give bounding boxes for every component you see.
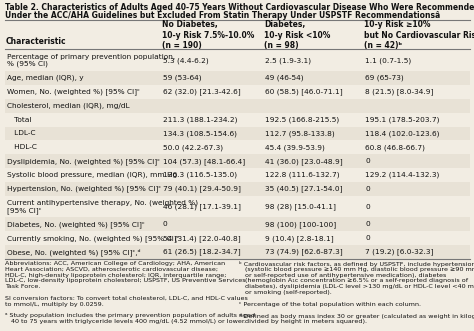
Text: 104 (57.3) [48.1-66.4]: 104 (57.3) [48.1-66.4] — [163, 158, 245, 165]
Text: 45.4 (39.9-53.9): 45.4 (39.9-53.9) — [265, 144, 325, 151]
Text: 0: 0 — [365, 221, 370, 227]
Text: 98 (100) [100-100]: 98 (100) [100-100] — [265, 221, 337, 228]
Text: Heart Association; ASCVD, atherosclerotic cardiovascular disease;: Heart Association; ASCVD, atheroscleroti… — [5, 267, 218, 272]
Text: 134.3 (108.5-154.6): 134.3 (108.5-154.6) — [163, 130, 237, 137]
Bar — [5, 71, 470, 85]
Text: (hemoglobin A₁c concentration ≥6.5% or a self-reported diagnosis of: (hemoglobin A₁c concentration ≥6.5% or a… — [239, 278, 468, 283]
Text: ᵇ Cardiovascular risk factors, as defined by USPSTF, include hypertension: ᵇ Cardiovascular risk factors, as define… — [239, 261, 474, 267]
Text: 41 (36.0) [23.0-48.9]: 41 (36.0) [23.0-48.9] — [265, 158, 343, 165]
Text: divided by height in meters squared).: divided by height in meters squared). — [239, 319, 367, 324]
Text: SI conversion factors: To convert total cholesterol, LDL-C, and HDL-C values: SI conversion factors: To convert total … — [5, 296, 248, 301]
Text: 0: 0 — [365, 186, 370, 192]
Text: 79 (40.1) [29.4-50.9]: 79 (40.1) [29.4-50.9] — [163, 186, 241, 192]
Text: 8 (21.5) [8.0-34.9]: 8 (21.5) [8.0-34.9] — [365, 88, 434, 95]
Text: Percentage of primary prevention population,
% (95% CI): Percentage of primary prevention populat… — [7, 54, 175, 67]
Text: (systolic blood pressure ≥140 mm Hg, diastolic blood pressure ≥90 mm Hg,: (systolic blood pressure ≥140 mm Hg, dia… — [239, 267, 474, 272]
Text: Obese, No. (weighted %) [95% CI]ᶜ,ᵈ: Obese, No. (weighted %) [95% CI]ᶜ,ᵈ — [7, 248, 140, 256]
Text: Dyslipidemia, No. (weighted %) [95% CI]ᶜ: Dyslipidemia, No. (weighted %) [95% CI]ᶜ — [7, 158, 160, 165]
Text: 50.0 (42.2-67.3): 50.0 (42.2-67.3) — [163, 144, 223, 151]
Bar — [5, 99, 470, 113]
Text: 9 (10.4) [2.8-18.1]: 9 (10.4) [2.8-18.1] — [265, 235, 334, 242]
Text: to mmol/L, multiply by 0.0259.: to mmol/L, multiply by 0.0259. — [5, 302, 104, 307]
Text: ᶜ Percentage of the total population within each column.: ᶜ Percentage of the total population wit… — [239, 302, 421, 307]
Text: Systolic blood pressure, median (IQR), mm Hg: Systolic blood pressure, median (IQR), m… — [7, 172, 177, 178]
Text: 122.8 (111.6-132.7): 122.8 (111.6-132.7) — [265, 172, 340, 178]
Text: 46 (28.1) [17.1-39.1]: 46 (28.1) [17.1-39.1] — [163, 203, 241, 210]
Text: 59 (53-64): 59 (53-64) — [163, 75, 201, 81]
Text: 118.4 (102.0-123.6): 118.4 (102.0-123.6) — [365, 130, 439, 137]
Text: ᵃ Study population includes the primary prevention population of adults aged: ᵃ Study population includes the primary … — [5, 313, 255, 318]
Text: Characteristic: Characteristic — [6, 36, 67, 45]
Text: ᵈ Defined as body mass index 30 or greater (calculated as weight in kilograms: ᵈ Defined as body mass index 30 or great… — [239, 313, 474, 319]
Bar — [5, 217, 470, 231]
Text: 126.3 (116.5-135.0): 126.3 (116.5-135.0) — [163, 172, 237, 178]
Text: 0: 0 — [365, 204, 370, 210]
Text: 129.2 (114.4-132.3): 129.2 (114.4-132.3) — [365, 172, 439, 178]
Text: LDL-C, low-density lipoprotein cholesterol; USPSTF, US Preventive Services: LDL-C, low-density lipoprotein cholester… — [5, 278, 246, 283]
Text: 49 (46-54): 49 (46-54) — [265, 75, 304, 81]
Text: Task Force.: Task Force. — [5, 284, 40, 289]
Text: 54 (31.4) [22.0-40.8]: 54 (31.4) [22.0-40.8] — [163, 235, 240, 242]
Text: 7 (19.2) [6.0-32.3]: 7 (19.2) [6.0-32.3] — [365, 249, 434, 256]
Text: 192.5 (166.8-215.5): 192.5 (166.8-215.5) — [265, 116, 339, 123]
Text: Under the ACC/AHA Guidelines but Excluded From Statin Therapy Under USPSTF Recom: Under the ACC/AHA Guidelines but Exclude… — [5, 12, 440, 21]
Text: Diabetes,
10-y Risk <10%
(n = 98): Diabetes, 10-y Risk <10% (n = 98) — [264, 20, 330, 50]
Text: Current antihypertensive therapy, No. (weighted %)
[95% CI]ᶜ: Current antihypertensive therapy, No. (w… — [7, 200, 198, 214]
Text: 0: 0 — [163, 221, 167, 227]
Text: 40 to 75 years with triglyceride levels 400 mg/dL (4.52 mmol/L) or lower.: 40 to 75 years with triglyceride levels … — [5, 319, 246, 324]
Text: 0: 0 — [365, 158, 370, 164]
Text: 0: 0 — [365, 235, 370, 241]
Text: 62 (32.0) [21.3-42.6]: 62 (32.0) [21.3-42.6] — [163, 88, 240, 95]
Text: Table 2. Characteristics of Adults Aged 40-75 Years Without Cardiovascular Disea: Table 2. Characteristics of Adults Aged … — [5, 4, 474, 13]
Bar — [5, 245, 470, 259]
Text: Abbreviations: ACC, American College of Cardiology; AHA, American: Abbreviations: ACC, American College of … — [5, 261, 225, 266]
Text: HDL-C, high-density lipoprotein cholesterol; IQR, interquartile range;: HDL-C, high-density lipoprotein choleste… — [5, 273, 227, 278]
Text: 112.7 (95.8-133.8): 112.7 (95.8-133.8) — [265, 130, 335, 137]
Text: Currently smoking, No. (weighted %) [95% CI]ᶜ: Currently smoking, No. (weighted %) [95%… — [7, 235, 180, 242]
Text: 2.5 (1.9-3.1): 2.5 (1.9-3.1) — [265, 57, 311, 64]
Text: Diabetes, No. (weighted %) [95% CI]ᶜ: Diabetes, No. (weighted %) [95% CI]ᶜ — [7, 221, 145, 228]
Text: 61 (26.5) [18.2-34.7]: 61 (26.5) [18.2-34.7] — [163, 249, 240, 256]
Text: 5.3 (4.4-6.2): 5.3 (4.4-6.2) — [163, 57, 209, 64]
Text: No Diabetes,
10-y Risk 7.5%-10.0%
(n = 190): No Diabetes, 10-y Risk 7.5%-10.0% (n = 1… — [162, 20, 254, 50]
Text: LDL-C: LDL-C — [7, 130, 36, 136]
Text: 73 (74.9) [62.6-87.3]: 73 (74.9) [62.6-87.3] — [265, 249, 343, 256]
Text: Hypertension, No. (weighted %) [95% CI]ᶜ: Hypertension, No. (weighted %) [95% CI]ᶜ — [7, 186, 161, 192]
Text: diabetes), dyslipidemia (LDL-C level >130 mg/dL or HDL-C level <40 mg/dL),: diabetes), dyslipidemia (LDL-C level >13… — [239, 284, 474, 289]
Text: 195.1 (178.5-203.7): 195.1 (178.5-203.7) — [365, 116, 439, 123]
Text: 60.8 (46.8-66.7): 60.8 (46.8-66.7) — [365, 144, 425, 151]
Text: 1.1 (0.7-1.5): 1.1 (0.7-1.5) — [365, 57, 411, 64]
Text: HDL-C: HDL-C — [7, 144, 37, 150]
Text: 211.3 (188.1-234.2): 211.3 (188.1-234.2) — [163, 116, 237, 123]
Text: or self-reported use of antihypertensive medication), diabetes: or self-reported use of antihypertensive… — [239, 273, 447, 278]
Text: 10-y Risk ≥10%
but No Cardiovascular Risk Factor
(n = 42)ᵇ: 10-y Risk ≥10% but No Cardiovascular Ris… — [364, 20, 474, 50]
Bar — [5, 154, 470, 168]
Text: Age, median (IQR), y: Age, median (IQR), y — [7, 75, 83, 81]
Bar — [5, 182, 470, 196]
Text: or smoking (self-reported).: or smoking (self-reported). — [239, 290, 332, 295]
Text: 69 (65-73): 69 (65-73) — [365, 75, 404, 81]
Bar — [5, 126, 470, 140]
Text: 35 (40.5) [27.1-54.0]: 35 (40.5) [27.1-54.0] — [265, 186, 343, 192]
Text: 60 (58.5) [46.0-71.1]: 60 (58.5) [46.0-71.1] — [265, 88, 343, 95]
Text: Women, No. (weighted %) [95% CI]ᶜ: Women, No. (weighted %) [95% CI]ᶜ — [7, 88, 140, 95]
Text: Cholesterol, median (IQR), mg/dL: Cholesterol, median (IQR), mg/dL — [7, 102, 129, 109]
Text: Total: Total — [7, 117, 31, 122]
Text: 98 (28) [15.0-41.1]: 98 (28) [15.0-41.1] — [265, 203, 336, 210]
